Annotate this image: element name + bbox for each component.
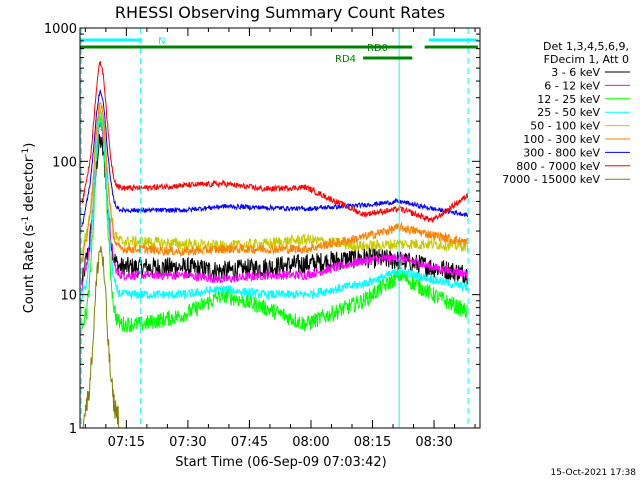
chart-title: RHESSI Observing Summary Count Rates: [115, 3, 445, 22]
y-axis-label: Count Rate (s-1 detector-1): [21, 143, 37, 314]
x-tick-label-3: 08:00: [292, 435, 329, 450]
series-line-4: [81, 105, 469, 257]
legend-label-8: 7000 - 15000 keV: [502, 173, 600, 186]
legend-label-2: 12 - 25 keV: [537, 93, 600, 106]
series-line-5: [81, 101, 469, 263]
legend-label-5: 100 - 300 keV: [523, 133, 600, 146]
x-tick-label-1: 07:30: [169, 435, 206, 450]
series-line-7: [81, 60, 469, 223]
x-tick-label-4: 08:15: [354, 435, 391, 450]
series-line-0: [81, 134, 468, 286]
series-line-3: [81, 111, 469, 302]
legend: Det 1,3,4,5,6,9, FDecim 1, Att 0 3 - 6 k…: [502, 40, 630, 186]
y-tick-label-1: 10: [60, 289, 77, 304]
legend-label-4: 50 - 100 keV: [530, 120, 600, 133]
flag-label-2: RD4: [335, 54, 356, 65]
x-tick-label-2: 07:45: [231, 435, 268, 450]
legend-label-7: 800 - 7000 keV: [516, 160, 600, 173]
legend-header-line-2: FDecim 1, Att 0: [544, 53, 629, 66]
axis-ticks: 1 10 100 1000 07:15 07:30 07:45 08:00 08:15 08:30: [44, 22, 480, 450]
flag-label-0: N: [158, 36, 165, 47]
plot-frame: [79, 27, 481, 429]
series-line-6: [81, 88, 469, 228]
y-tick-label-0: 1: [69, 422, 77, 437]
legend-header-line-1: Det 1,3,4,5,6,9,: [543, 40, 629, 53]
y-tick-label-3: 1000: [44, 22, 77, 37]
series-line-1: [81, 119, 469, 292]
x-tick-label-0: 07:15: [108, 435, 145, 450]
legend-label-6: 300 - 800 keV: [523, 146, 600, 159]
x-tick-label-5: 08:30: [415, 435, 452, 450]
x-axis-label: Start Time (06-Sep-09 07:03:42): [175, 455, 386, 470]
legend-label-3: 25 - 50 keV: [537, 106, 600, 119]
y-tick-label-2: 100: [52, 155, 77, 170]
vertical-markers: [80, 28, 469, 428]
series-line-2: [81, 115, 469, 333]
flag-label-1: RD0: [367, 43, 388, 54]
flag-bars: N RD0 RD4: [80, 36, 478, 65]
footer-timestamp: 15-Oct-2021 17:38: [551, 468, 637, 478]
legend-label-0: 3 - 6 keV: [551, 66, 600, 79]
legend-label-1: 6 - 12 keV: [544, 79, 600, 92]
